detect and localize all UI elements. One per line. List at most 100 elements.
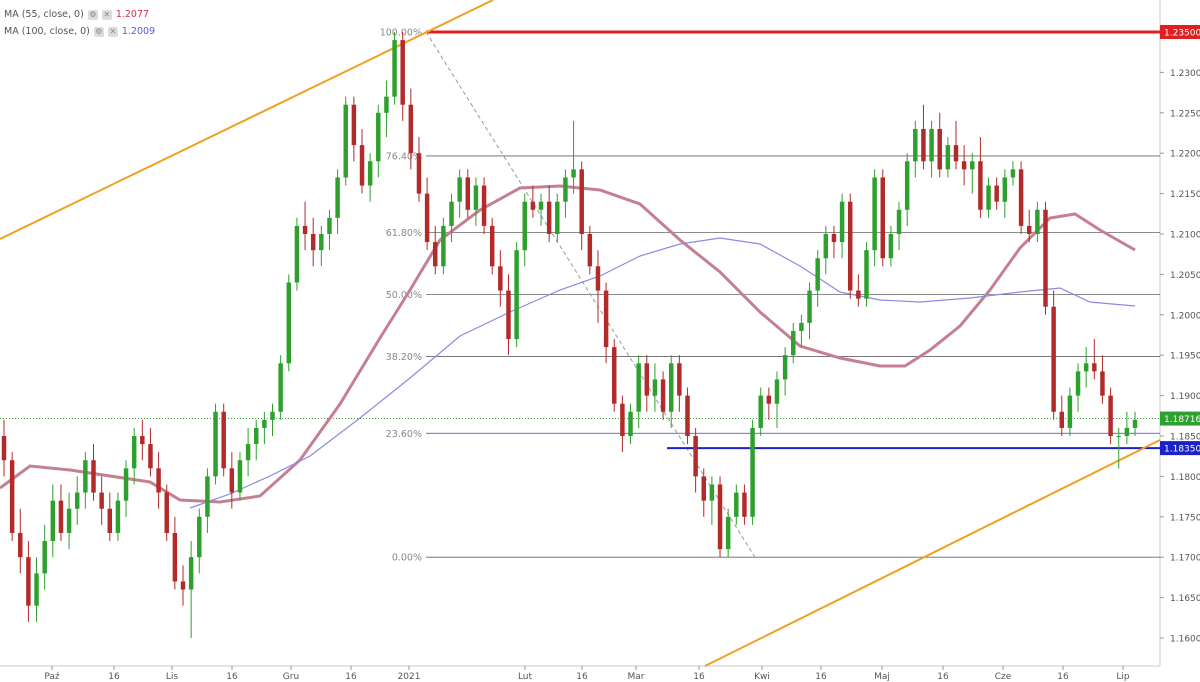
candle xyxy=(1026,209,1032,243)
candle xyxy=(636,355,641,428)
candle-body xyxy=(652,379,658,396)
x-tick-label: 16 xyxy=(815,672,827,682)
x-tick-label: 16 xyxy=(693,672,705,682)
x-tick-label: 16 xyxy=(108,672,120,682)
candle xyxy=(50,484,56,558)
candle-body xyxy=(929,128,934,162)
settings-icon[interactable]: ⚙ xyxy=(93,26,104,37)
candle xyxy=(1067,387,1073,436)
candle xyxy=(156,452,161,509)
candle-body xyxy=(1035,209,1040,234)
ma55-line xyxy=(0,184,1136,504)
candle-body xyxy=(156,468,161,493)
candle-body xyxy=(831,234,837,243)
y-tick-label: 1.18000 xyxy=(1170,473,1200,483)
candle-body xyxy=(685,395,690,436)
candle xyxy=(115,492,121,542)
candle xyxy=(530,185,536,218)
candle-body xyxy=(563,177,568,202)
price-label-text: 1.18716 xyxy=(1164,415,1200,425)
ma100-line xyxy=(189,237,1136,509)
candle xyxy=(164,484,169,542)
x-tick-label: 16 xyxy=(345,672,357,682)
candle xyxy=(742,484,747,525)
candle xyxy=(774,371,780,428)
candle xyxy=(734,484,739,525)
candle-body xyxy=(725,516,731,550)
candle xyxy=(628,403,633,445)
candle-body xyxy=(986,185,991,210)
candle xyxy=(498,250,503,307)
candle xyxy=(595,250,601,323)
candle-body xyxy=(498,266,503,291)
x-tick-label: Lis xyxy=(166,672,179,682)
candle-body xyxy=(302,225,308,234)
candle xyxy=(1010,161,1016,186)
candle-body xyxy=(294,225,300,283)
candle xyxy=(310,217,316,267)
candle-body xyxy=(677,363,682,396)
candle-body xyxy=(904,161,910,210)
candle xyxy=(449,193,454,243)
candle-body xyxy=(1043,209,1048,307)
candle-body xyxy=(262,419,267,428)
candle xyxy=(83,452,88,509)
candle-body xyxy=(1026,225,1032,234)
candle-body xyxy=(994,185,999,202)
candle-body xyxy=(424,193,430,243)
candle-body xyxy=(115,500,121,533)
candle-body xyxy=(864,250,869,299)
candle-body xyxy=(50,500,56,542)
candle-body xyxy=(766,395,772,404)
candle-body xyxy=(408,104,414,154)
y-tick-label: 1.22000 xyxy=(1170,150,1200,160)
candle-body xyxy=(1083,363,1089,372)
candle xyxy=(473,177,479,226)
candle xyxy=(213,403,218,485)
candle-body xyxy=(205,476,210,517)
candle xyxy=(725,508,731,558)
candle-body xyxy=(1124,427,1130,436)
legend-ma100-value: 1.2009 xyxy=(121,26,156,37)
candle-body xyxy=(522,201,527,251)
candle xyxy=(400,32,405,121)
x-tick-label: Mar xyxy=(628,672,645,682)
candle-body xyxy=(921,128,926,162)
candle-body xyxy=(742,492,747,517)
candle xyxy=(579,161,584,251)
candle xyxy=(1116,427,1121,469)
candle-body xyxy=(107,508,113,533)
candle-body xyxy=(310,234,316,251)
candle xyxy=(864,242,869,307)
indicator-legend: MA (55, close, 0) ⚙ ✕ 1.2077 MA (100, cl… xyxy=(4,6,155,40)
candle-body xyxy=(83,460,88,493)
candle xyxy=(709,476,715,525)
candle xyxy=(205,468,210,533)
settings-icon[interactable]: ⚙ xyxy=(87,9,98,20)
candle-body xyxy=(758,395,763,428)
candle xyxy=(750,419,755,525)
candle xyxy=(131,427,137,485)
y-tick-label: 1.23000 xyxy=(1170,69,1200,79)
candle xyxy=(180,565,186,606)
candle xyxy=(416,137,422,202)
candle-body xyxy=(1108,395,1113,436)
candle xyxy=(506,274,511,356)
candle-body xyxy=(481,185,487,226)
candle-body xyxy=(628,411,633,436)
close-icon[interactable]: ✕ xyxy=(101,9,112,20)
y-tick-label: 1.19000 xyxy=(1170,392,1200,402)
candle xyxy=(856,274,861,307)
candle xyxy=(229,452,235,509)
candle-body xyxy=(823,234,829,259)
close-icon[interactable]: ✕ xyxy=(107,26,118,37)
candle-body xyxy=(335,177,340,218)
candle xyxy=(262,411,267,445)
y-tick-label: 1.17500 xyxy=(1170,513,1200,523)
y-tick-label: 1.18500 xyxy=(1170,433,1200,443)
fib-level-label: 100.00% xyxy=(380,28,422,39)
candle xyxy=(91,444,96,501)
candle xyxy=(359,128,365,194)
candle xyxy=(603,282,609,364)
